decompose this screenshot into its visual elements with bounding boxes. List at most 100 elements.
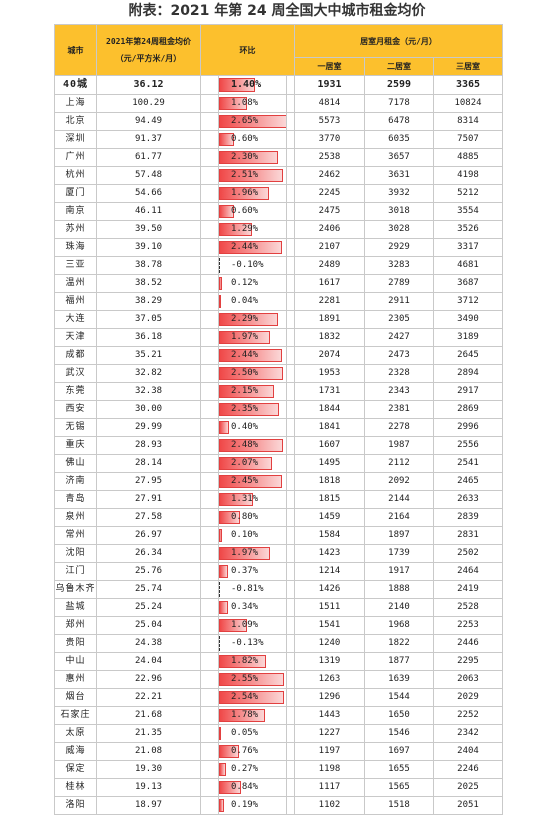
change-cell: 1.78% <box>218 706 287 725</box>
three-room-cell: 7507 <box>433 130 503 149</box>
avg-rent-cell: 57.48 <box>96 166 201 185</box>
three-room-cell: 3490 <box>433 310 503 329</box>
three-room-cell: 2869 <box>433 400 503 419</box>
two-room-cell: 1544 <box>364 688 434 707</box>
avg-rent-cell: 91.37 <box>96 130 201 149</box>
change-bar <box>219 439 283 452</box>
change-spacer-right-cell <box>286 454 295 473</box>
header-three-room: 三居室 <box>433 57 503 76</box>
change-spacer-cell <box>200 418 219 437</box>
two-room-cell: 7178 <box>364 94 434 113</box>
two-room-cell: 2911 <box>364 292 434 311</box>
city-cell: 南京 <box>54 202 97 221</box>
change-cell: 0.80% <box>218 508 287 527</box>
table-row: 青岛 27.91 1.31% 1815 2144 2633 <box>54 490 503 509</box>
change-value: 0.10% <box>231 530 259 540</box>
two-room-cell: 3631 <box>364 166 434 185</box>
table-row: 西安 30.00 2.35% 1844 2381 2869 <box>54 400 503 419</box>
avg-rent-cell: 38.78 <box>96 256 201 275</box>
two-room-cell: 1987 <box>364 436 434 455</box>
change-cell: 1.29% <box>218 220 287 239</box>
city-cell: 盐城 <box>54 598 97 617</box>
change-cell: 1.97% <box>218 544 287 563</box>
two-room-cell: 1697 <box>364 742 434 761</box>
change-cell: 0.34% <box>218 598 287 617</box>
one-room-cell: 2406 <box>294 220 365 239</box>
one-room-cell: 1198 <box>294 760 365 779</box>
change-value: -0.10% <box>231 260 264 270</box>
change-spacer-right-cell <box>286 202 295 221</box>
one-room-cell: 1841 <box>294 418 365 437</box>
header-avg-rent: 2021年第24周租金均价 （元/平方米/月） <box>96 24 201 76</box>
change-cell: 1.96% <box>218 184 287 203</box>
header-two-room: 二居室 <box>364 57 434 76</box>
two-room-cell: 1518 <box>364 796 434 815</box>
three-room-cell: 2342 <box>433 724 503 743</box>
three-room-cell: 2894 <box>433 364 503 383</box>
change-value: 0.40% <box>231 422 259 432</box>
change-cell: 0.10% <box>218 526 287 545</box>
two-room-cell: 3028 <box>364 220 434 239</box>
change-bar <box>219 529 222 542</box>
table-row: 洛阳 18.97 0.19% 1102 1518 2051 <box>54 796 503 815</box>
change-bar <box>219 277 222 290</box>
change-cell: -0.81% <box>218 580 287 599</box>
change-spacer-cell <box>200 166 219 185</box>
change-cell: 2.35% <box>218 400 287 419</box>
change-spacer-cell <box>200 598 219 617</box>
city-cell: 青岛 <box>54 490 97 509</box>
one-room-cell: 1240 <box>294 634 365 653</box>
avg-rent-cell: 21.08 <box>96 742 201 761</box>
city-cell: 天津 <box>54 328 97 347</box>
change-bar <box>219 367 283 380</box>
summary-change-spacer-right <box>286 75 295 95</box>
city-cell: 武汉 <box>54 364 97 383</box>
summary-three-room: 3365 <box>433 75 503 95</box>
city-cell: 无锡 <box>54 418 97 437</box>
change-cell: 2.30% <box>218 148 287 167</box>
three-room-cell: 8314 <box>433 112 503 131</box>
three-room-cell: 2839 <box>433 508 503 527</box>
avg-rent-cell: 25.74 <box>96 580 201 599</box>
three-room-cell: 2464 <box>433 562 503 581</box>
three-room-cell: 4885 <box>433 148 503 167</box>
change-bar <box>219 97 247 110</box>
change-spacer-cell <box>200 706 219 725</box>
city-cell: 厦门 <box>54 184 97 203</box>
change-bar <box>219 295 221 308</box>
table-row: 大连 37.05 2.29% 1891 2305 3490 <box>54 310 503 329</box>
change-spacer-right-cell <box>286 598 295 617</box>
change-value: 2.30% <box>231 152 259 162</box>
table-row: 广州 61.77 2.30% 2538 3657 4885 <box>54 148 503 167</box>
change-cell: 0.76% <box>218 742 287 761</box>
two-room-cell: 2381 <box>364 400 434 419</box>
table-row: 烟台 22.21 2.54% 1296 1544 2029 <box>54 688 503 707</box>
one-room-cell: 2107 <box>294 238 365 257</box>
table-row: 厦门 54.66 1.96% 2245 3932 5212 <box>54 184 503 203</box>
change-cell: 0.27% <box>218 760 287 779</box>
avg-rent-cell: 18.97 <box>96 796 201 815</box>
three-room-cell: 4198 <box>433 166 503 185</box>
change-bar <box>219 565 228 578</box>
change-cell: -0.13% <box>218 634 287 653</box>
change-spacer-right-cell <box>286 472 295 491</box>
two-room-cell: 2278 <box>364 418 434 437</box>
table-row: 中山 24.04 1.82% 1319 1877 2295 <box>54 652 503 671</box>
change-spacer-right-cell <box>286 436 295 455</box>
change-cell: 0.40% <box>218 418 287 437</box>
change-spacer-right-cell <box>286 400 295 419</box>
change-spacer-right-cell <box>286 94 295 113</box>
change-spacer-right-cell <box>286 490 295 509</box>
avg-rent-cell: 24.38 <box>96 634 201 653</box>
one-room-cell: 2538 <box>294 148 365 167</box>
two-room-cell: 1639 <box>364 670 434 689</box>
avg-rent-cell: 100.29 <box>96 94 201 113</box>
avg-rent-cell: 39.10 <box>96 238 201 257</box>
two-room-cell: 1739 <box>364 544 434 563</box>
change-bar <box>219 223 252 236</box>
avg-rent-cell: 38.29 <box>96 292 201 311</box>
table-row: 深圳 91.37 0.60% 3770 6035 7507 <box>54 130 503 149</box>
change-spacer-cell <box>200 328 219 347</box>
change-bar <box>219 133 234 146</box>
change-value: 2.45% <box>231 476 259 486</box>
